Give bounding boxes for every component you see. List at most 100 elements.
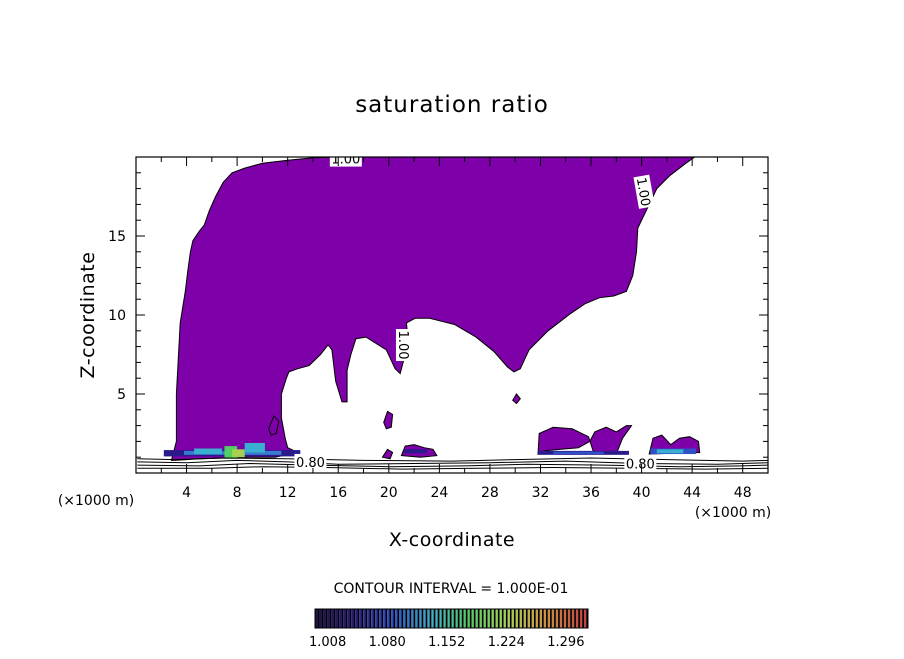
colorbar-stripe-gap — [329, 609, 332, 628]
colorbar-stripe-gap — [409, 609, 412, 628]
contour-label: 0.80 — [296, 456, 325, 471]
colorbar-stripe — [479, 609, 482, 628]
x-tick-label: 32 — [532, 485, 550, 501]
colorbar-stripe-gap — [349, 609, 352, 628]
colorbar-stripe-gap — [558, 609, 560, 628]
colorbar-tick-label: 1.152 — [428, 635, 465, 650]
colorbar-stripe-gap — [457, 609, 460, 628]
colorbar-stripe — [427, 609, 430, 628]
colorbar-stripe-gap — [542, 609, 544, 628]
colorbar-stripe — [359, 609, 362, 628]
colorbar-stripe-gap — [333, 609, 336, 628]
colorbar-stripe — [323, 609, 326, 628]
x-tick-label: 20 — [380, 485, 398, 501]
colorbar-stripe — [507, 609, 510, 628]
contour-label: 1.00 — [395, 331, 410, 360]
colorbar-stripe — [455, 609, 458, 628]
colorbar-stripe-gap — [481, 609, 484, 628]
colorbar-stripe — [543, 609, 547, 628]
x-axis-title: X-coordinate — [389, 529, 515, 551]
colorbar-stripe — [435, 609, 438, 628]
colorbar-stripe — [559, 609, 563, 628]
colorbar-stripe-gap — [562, 609, 564, 628]
colorbar-stripe-gap — [361, 609, 364, 628]
colorbar-frame — [314, 608, 589, 629]
colorbar-stripe — [315, 609, 318, 628]
colorbar-tick-label: 1.080 — [369, 635, 406, 650]
colorbar-stripe — [391, 609, 394, 628]
colorbar-stripe — [579, 609, 583, 628]
x-tick-label: 40 — [633, 485, 651, 501]
colorbar-stripe-gap — [578, 609, 580, 628]
x-tick-label: 24 — [430, 485, 448, 501]
colorbar-stripe — [515, 609, 518, 628]
colorbar-stripe-gap — [381, 609, 384, 628]
colorbar-stripe — [423, 609, 426, 628]
colorbar-stripe — [571, 609, 575, 628]
colorbar-stripe — [499, 609, 502, 628]
colorbar-stripe — [487, 609, 490, 628]
contour-line — [137, 462, 768, 468]
colorbar-stripe — [319, 609, 322, 628]
colorbar-stripe-gap — [574, 609, 576, 628]
colorbar-stripe — [535, 609, 539, 628]
colorbar-stripe — [539, 609, 543, 628]
colorbar-stripe — [379, 609, 382, 628]
saturation-color-patch — [244, 442, 265, 453]
colorbar-stripe — [471, 609, 474, 628]
colorbar-stripe — [343, 609, 346, 628]
colorbar-stripe — [567, 609, 571, 628]
colorbar-stripe — [411, 609, 414, 628]
x-tick-label: 44 — [683, 485, 701, 501]
colorbar-stripe-gap — [317, 609, 320, 628]
colorbar-stripe-gap — [546, 609, 548, 628]
colorbar-stripe-gap — [505, 609, 508, 628]
colorbar-stripe — [443, 609, 446, 628]
colorbar-stripe — [371, 609, 374, 628]
colorbar-stripe — [367, 609, 370, 628]
colorbar-tick-label: 1.008 — [309, 635, 346, 650]
colorbar-stripe — [491, 609, 494, 628]
colorbar-stripe — [503, 609, 506, 628]
colorbar-stripe-gap — [566, 609, 568, 628]
colorbar-tick-label: 1.296 — [547, 635, 584, 650]
plot-area: 1.001.001.000.80 0.804 8 12 16 20 24 28 32 36 40 44… — [108, 156, 769, 501]
supersaturated-patch — [512, 393, 521, 405]
colorbar-stripe — [555, 609, 559, 628]
colorbar-stripe-gap — [582, 609, 584, 628]
colorbar-stripe-gap — [441, 609, 444, 628]
colorbar-stripe — [375, 609, 378, 628]
contour-label: 1.00 — [633, 176, 653, 207]
colorbar-stripe — [575, 609, 579, 628]
saturation-color-patch — [194, 448, 222, 455]
colorbar-stripe-gap — [550, 609, 552, 628]
colorbar-stripe-gap — [389, 609, 392, 628]
colorbar-stripe — [335, 609, 338, 628]
x-tick-label: 8 — [233, 485, 242, 501]
colorbar-stripe — [395, 609, 398, 628]
x-tick-label: 12 — [279, 485, 297, 501]
supersaturated-patch — [268, 415, 280, 436]
colorbar-stripe-gap — [393, 609, 396, 628]
y-tick-label: 10 — [108, 308, 126, 324]
colorbar-stripe — [475, 609, 478, 628]
colorbar-stripe-gap — [473, 609, 476, 628]
colorbar-stripe-gap — [570, 609, 572, 628]
colorbar-stripe — [531, 609, 535, 628]
colorbar-stripe — [527, 609, 530, 628]
colorbar-stripe-gap — [421, 609, 424, 628]
saturation-color-patch — [656, 449, 684, 454]
colorbar-stripe-gap — [437, 609, 440, 628]
colorbar-stripe-gap — [341, 609, 344, 628]
colorbar-stripe-gap — [337, 609, 340, 628]
colorbar-stripe — [583, 609, 587, 628]
colorbar-tick-label: 1.224 — [488, 635, 525, 650]
colorbar-stripe-gap — [586, 609, 588, 628]
supersaturated-region — [170, 157, 696, 461]
x-tick-label: 36 — [582, 485, 600, 501]
contour-label: 0.80 — [626, 458, 655, 473]
colorbar-stripe-gap — [325, 609, 328, 628]
supersaturated-patch — [383, 410, 394, 430]
